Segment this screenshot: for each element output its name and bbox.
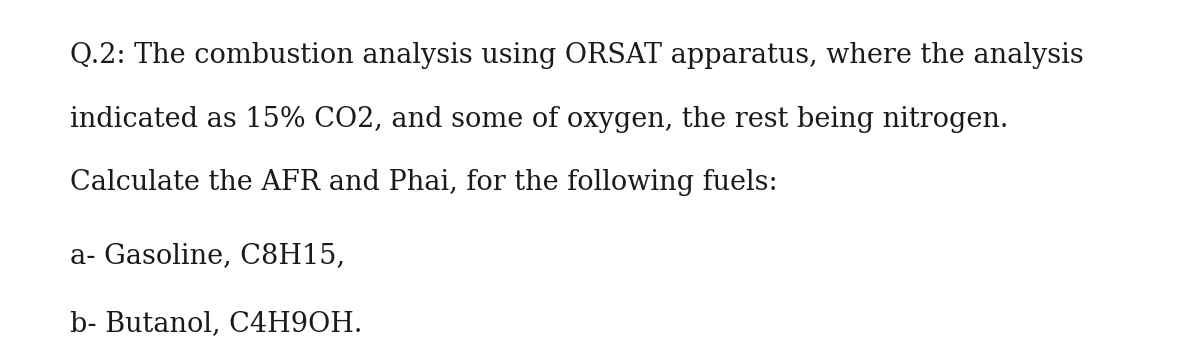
Text: Calculate the AFR and Phai, for the following fuels:: Calculate the AFR and Phai, for the foll… (70, 169, 778, 196)
Text: a- Gasoline, C8H15,: a- Gasoline, C8H15, (70, 242, 344, 269)
Text: b- Butanol, C4H9OH.: b- Butanol, C4H9OH. (70, 310, 362, 337)
Text: Q.2: The combustion analysis using ORSAT apparatus, where the analysis: Q.2: The combustion analysis using ORSAT… (70, 42, 1084, 69)
Text: indicated as 15% CO2, and some of oxygen, the rest being nitrogen.: indicated as 15% CO2, and some of oxygen… (70, 106, 1008, 133)
